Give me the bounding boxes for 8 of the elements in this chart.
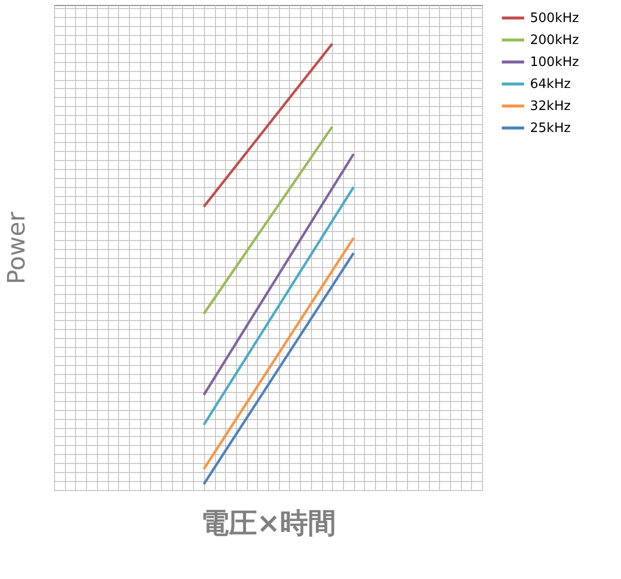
legend-label: 64kHz bbox=[530, 77, 571, 92]
y-axis-title: Power bbox=[2, 212, 30, 284]
legend-label: 25kHz bbox=[530, 121, 571, 136]
legend-label: 32kHz bbox=[530, 99, 571, 114]
x-axis-title: 電圧×時間 bbox=[200, 506, 336, 540]
legend-label: 100kHz bbox=[530, 55, 580, 70]
legend-label: 500kHz bbox=[530, 11, 580, 26]
legend-label: 200kHz bbox=[530, 33, 580, 48]
